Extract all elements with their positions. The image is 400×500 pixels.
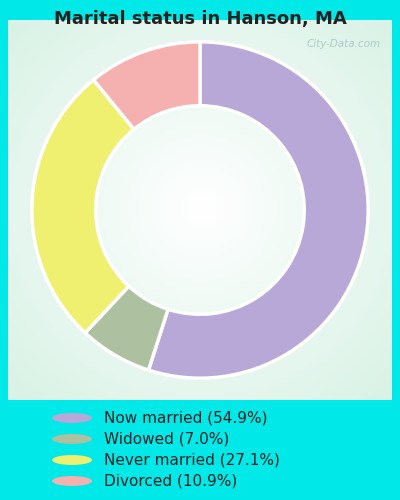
Text: Divorced (10.9%): Divorced (10.9%) <box>104 474 237 488</box>
Text: Never married (27.1%): Never married (27.1%) <box>104 452 280 468</box>
Circle shape <box>52 455 92 465</box>
Wedge shape <box>85 286 168 370</box>
Text: Widowed (7.0%): Widowed (7.0%) <box>104 432 229 446</box>
Text: City-Data.com: City-Data.com <box>306 39 380 49</box>
Wedge shape <box>148 42 368 378</box>
Wedge shape <box>32 80 134 333</box>
Circle shape <box>52 476 92 486</box>
Text: Marital status in Hanson, MA: Marital status in Hanson, MA <box>54 10 346 28</box>
Circle shape <box>52 434 92 444</box>
Wedge shape <box>94 42 200 130</box>
Text: Now married (54.9%): Now married (54.9%) <box>104 410 268 426</box>
Circle shape <box>52 413 92 423</box>
